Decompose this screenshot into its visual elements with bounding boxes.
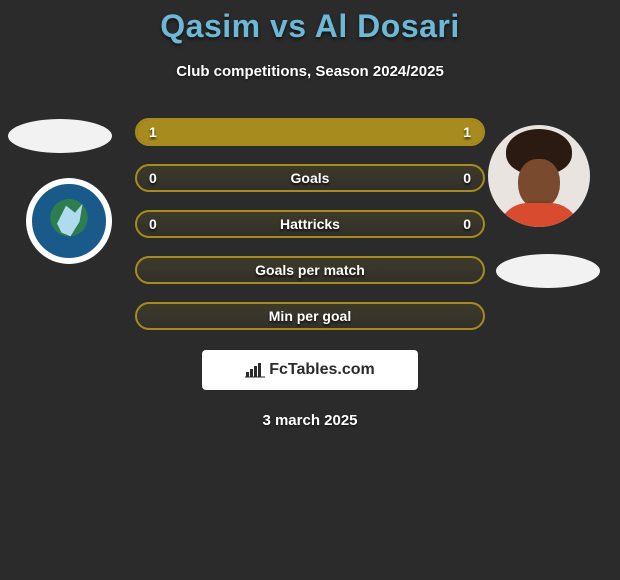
stat-row-matches: 1 Matches 1 bbox=[135, 118, 485, 146]
stat-value-right: 1 bbox=[463, 124, 471, 140]
stat-value-right: 0 bbox=[463, 216, 471, 232]
stat-row-hattricks: 0 Hattricks 0 bbox=[135, 210, 485, 238]
stat-fill bbox=[137, 120, 483, 144]
stat-label: Goals per match bbox=[255, 262, 365, 278]
stat-label: Goals bbox=[291, 170, 330, 186]
club-badge-left bbox=[26, 178, 112, 264]
stat-value-right: 0 bbox=[463, 170, 471, 186]
player-photo-right bbox=[488, 125, 590, 227]
brand-text: FcTables.com bbox=[269, 361, 375, 379]
stat-value-left: 0 bbox=[149, 170, 157, 186]
player-placeholder-left bbox=[8, 119, 112, 153]
stat-value-left: 1 bbox=[149, 124, 157, 140]
stat-row-goals: 0 Goals 0 bbox=[135, 164, 485, 192]
stat-label: Hattricks bbox=[280, 216, 340, 232]
brand-badge: FcTables.com bbox=[202, 350, 418, 390]
stat-value-left: 0 bbox=[149, 216, 157, 232]
date-label: 3 march 2025 bbox=[0, 412, 620, 429]
page-title: Qasim vs Al Dosari bbox=[0, 8, 620, 45]
subtitle: Club competitions, Season 2024/2025 bbox=[0, 63, 620, 80]
club-placeholder-right bbox=[496, 254, 600, 288]
club-badge-inner bbox=[32, 184, 106, 258]
bar-chart-icon bbox=[245, 362, 265, 378]
avatar-shirt bbox=[498, 203, 580, 227]
stat-label: Min per goal bbox=[269, 308, 351, 324]
stat-row-goals-per-match: Goals per match bbox=[135, 256, 485, 284]
stat-row-min-per-goal: Min per goal bbox=[135, 302, 485, 330]
